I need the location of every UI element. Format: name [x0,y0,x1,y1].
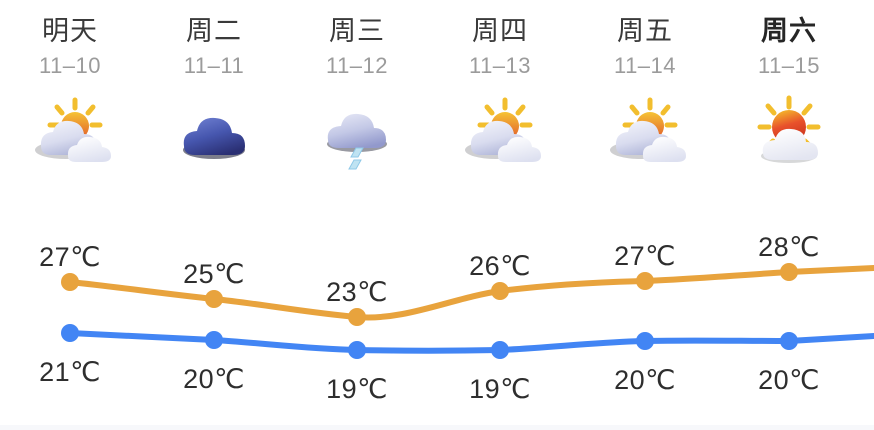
temperature-chart-svg [61,263,874,359]
day-name-3: 周四 [472,16,528,46]
high-temp-label-5: 28℃ [758,232,820,262]
day-name-4: 周五 [617,16,673,46]
temperature-chart[interactable]: 27℃ 25℃ 23℃ 26℃ 27℃ 28℃ 21℃ 20℃ 19℃ 19℃ … [0,200,874,430]
rain-cloud-icon [285,90,429,174]
low-temp-point-5 [780,332,798,350]
high-temp-point-2 [348,308,366,326]
low-temp-point-1 [205,331,223,349]
cloudy-with-sun-icon [0,90,142,174]
high-temp-label-3: 26℃ [469,251,531,281]
day-date-2: 11–12 [325,53,389,78]
day-name-0: 明天 [42,16,98,46]
day-date-5: 11–15 [757,53,821,78]
day-name-2: 周三 [329,16,385,46]
low-temp-points [61,324,798,359]
low-temp-label-1: 20℃ [183,364,245,394]
day-date-0: 11–10 [38,53,102,78]
low-temp-label-4: 20℃ [614,365,676,395]
high-temp-label-2: 23℃ [326,277,388,307]
high-temp-points [61,263,798,326]
high-temp-point-1 [205,290,223,308]
high-temp-label-4: 27℃ [614,241,676,271]
day-date-3: 11–13 [468,53,532,78]
low-temp-line [67,330,874,354]
day-column-4[interactable]: 周五 11–14 [573,0,717,174]
day-column-5[interactable]: 周六 11–15 [717,0,861,174]
bottom-divider [0,425,874,430]
day-column-1[interactable]: 周二 11–11 [142,0,286,174]
high-temp-point-5 [780,263,798,281]
day-column-2[interactable]: 周三 11–12 [285,0,429,174]
overcast-cloud-icon [142,90,286,174]
day-column-strip[interactable]: 明天 11–10 [0,0,874,195]
day-date-1: 11–11 [183,53,245,78]
sunny-with-cloud-icon [717,90,861,174]
day-date-4: 11–14 [613,53,677,78]
low-temp-label-3: 19℃ [469,374,531,404]
cloudy-with-sun-icon [573,90,717,174]
high-temp-line [67,265,874,321]
low-temp-label-2: 19℃ [326,374,388,404]
day-column-3[interactable]: 周四 11–13 [428,0,572,174]
day-name-1: 周二 [186,16,242,46]
day-name-5: 周六 [761,16,817,46]
high-temp-label-0: 27℃ [39,242,101,272]
low-temp-point-4 [636,332,654,350]
cloudy-with-sun-icon [428,90,572,174]
low-temp-point-2 [348,341,366,359]
high-temp-point-3 [491,282,509,300]
low-temp-label-0: 21℃ [39,357,101,387]
low-temp-point-3 [491,341,509,359]
day-column-0[interactable]: 明天 11–10 [0,0,142,174]
high-temp-point-0 [61,273,79,291]
low-temp-point-0 [61,324,79,342]
low-temp-label-5: 20℃ [758,365,820,395]
high-temp-point-4 [636,272,654,290]
high-temp-label-1: 25℃ [183,259,245,289]
